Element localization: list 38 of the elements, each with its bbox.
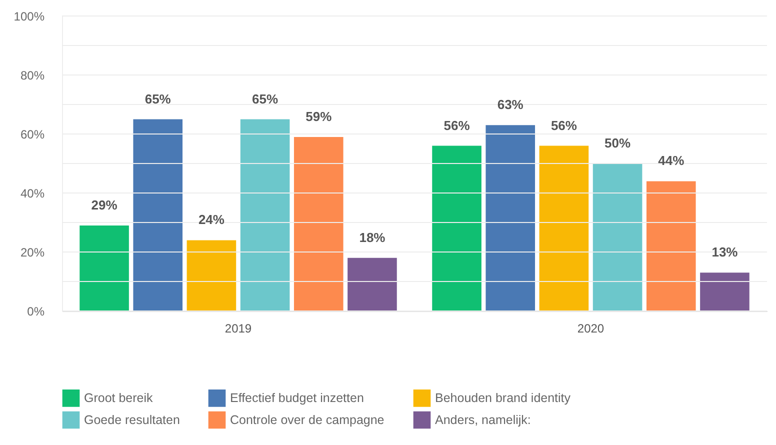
data-label: 50% bbox=[604, 136, 631, 150]
data-label: 44% bbox=[658, 153, 685, 168]
legend-label: Effectief budget inzetten bbox=[230, 391, 364, 406]
bar bbox=[348, 258, 397, 311]
data-label: 56% bbox=[550, 118, 578, 133]
bar bbox=[539, 146, 589, 311]
bar bbox=[133, 119, 183, 311]
bar bbox=[646, 181, 696, 311]
legend-label: Controle over de campagne bbox=[230, 413, 384, 427]
legend-label: Groot bereik bbox=[84, 391, 154, 406]
y-tick-label: 0% bbox=[27, 304, 45, 318]
bar bbox=[592, 164, 642, 311]
data-label: 13% bbox=[712, 244, 738, 260]
data-label: 65% bbox=[252, 91, 278, 106]
bar bbox=[486, 125, 536, 311]
bar bbox=[432, 146, 482, 311]
bar bbox=[294, 136, 344, 311]
data-label: 56% bbox=[444, 118, 470, 133]
bar bbox=[80, 225, 129, 311]
x-tick-label: 2019 bbox=[224, 322, 252, 336]
bar bbox=[240, 119, 290, 311]
x-tick-label: 2020 bbox=[577, 322, 604, 336]
y-tick-label: 100% bbox=[14, 10, 45, 24]
data-label: 24% bbox=[198, 212, 225, 228]
bar bbox=[186, 240, 236, 311]
legend-label: Goede resultaten bbox=[84, 413, 180, 427]
data-label: 65% bbox=[144, 91, 172, 106]
y-tick-label: 60% bbox=[20, 128, 45, 142]
data-label: 29% bbox=[91, 197, 118, 212]
y-tick-label: 20% bbox=[20, 246, 45, 260]
y-tick-label: 80% bbox=[20, 68, 45, 82]
data-label: 18% bbox=[359, 230, 386, 245]
legend-label: Behouden brand identity bbox=[435, 391, 572, 406]
data-label: 59% bbox=[306, 108, 332, 124]
data-label: 63% bbox=[497, 97, 524, 112]
y-tick-label: 40% bbox=[20, 186, 45, 200]
bar bbox=[700, 272, 750, 311]
legend-label: Anders, namelijk: bbox=[435, 413, 531, 427]
